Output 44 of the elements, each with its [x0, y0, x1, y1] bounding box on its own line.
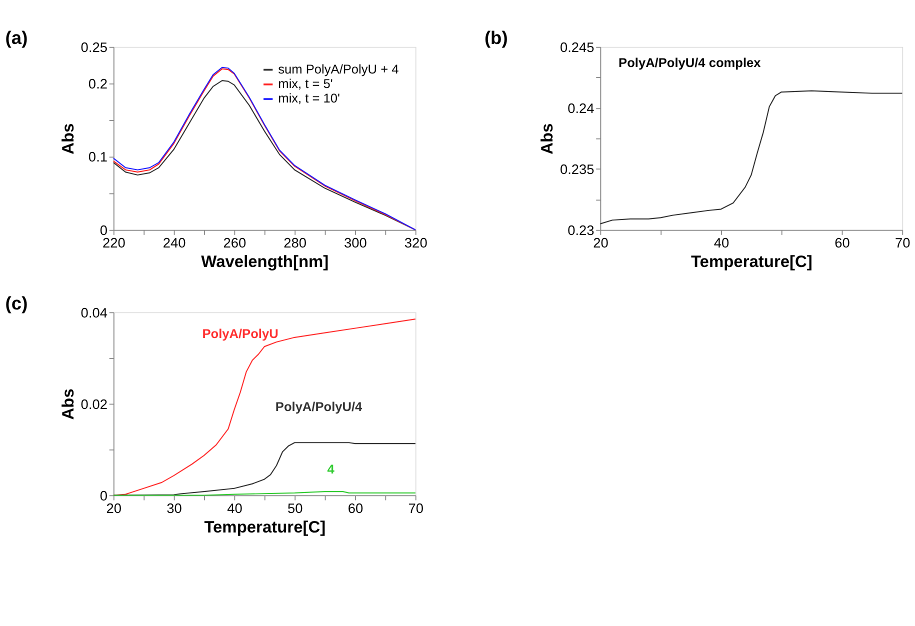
chart-title: (c) [5, 292, 28, 314]
x-tick-label: 50 [287, 501, 304, 516]
x-tick-label: 260 [223, 236, 247, 251]
text: PolyA/PolyU/4 [275, 399, 364, 414]
chart-title: (b) [484, 27, 508, 48]
series-label: PolyA/PolyU [202, 326, 278, 341]
y-axis-title: Abs [538, 123, 557, 154]
x-tick-label: 60 [834, 236, 850, 251]
chart-title: (a) [5, 27, 28, 48]
y-tick-label: 0 [100, 222, 108, 238]
x-tick-label: 70 [895, 236, 911, 251]
y-tick-label: 0 [100, 488, 108, 504]
legend-label: mix, t = 5' [278, 76, 333, 92]
legend-label: mix, t = 10' [278, 90, 340, 106]
y-tick-label: 0.235 [560, 162, 595, 177]
y-tick-label: 0.24 [568, 100, 595, 116]
y-axis-title: Abs [59, 123, 78, 154]
x-tick-label: 30 [166, 501, 182, 516]
x-tick-label: 60 [348, 501, 364, 516]
y-tick-label: 0.02 [80, 396, 108, 412]
x-tick-label: 40 [227, 501, 243, 516]
y-axis-title: Abs [59, 388, 78, 420]
x-axis-title: Temperature[C] [204, 518, 326, 536]
x-axis-title: Wavelength[nm] [201, 252, 329, 271]
y-tick-label: 0.245 [560, 40, 595, 55]
x-tick-label: 20 [106, 501, 122, 516]
x-tick-label: 20 [593, 236, 609, 251]
line-series [600, 90, 903, 224]
y-tick-label: 0.1 [88, 150, 108, 165]
legend-label: sum PolyA/PolyU + 4 [278, 61, 399, 76]
y-tick-label: 0.04 [80, 305, 108, 320]
x-tick-label: 320 [404, 236, 428, 251]
x-tick-label: 240 [162, 236, 186, 251]
text: PolyA/PolyU/4 complex [618, 55, 762, 70]
y-tick-label: 0.2 [88, 76, 108, 92]
x-axis-title: Temperature[C] [690, 252, 812, 271]
y-tick-label: 0.23 [568, 222, 595, 238]
x-tick-label: 220 [102, 236, 126, 251]
y-tick-label: 0.25 [80, 40, 108, 55]
x-tick-label: 280 [284, 236, 307, 251]
x-tick-label: 70 [408, 501, 424, 516]
x-tick-label: 40 [714, 236, 730, 251]
x-tick-label: 300 [344, 236, 368, 251]
series-label: 4 [327, 461, 336, 476]
